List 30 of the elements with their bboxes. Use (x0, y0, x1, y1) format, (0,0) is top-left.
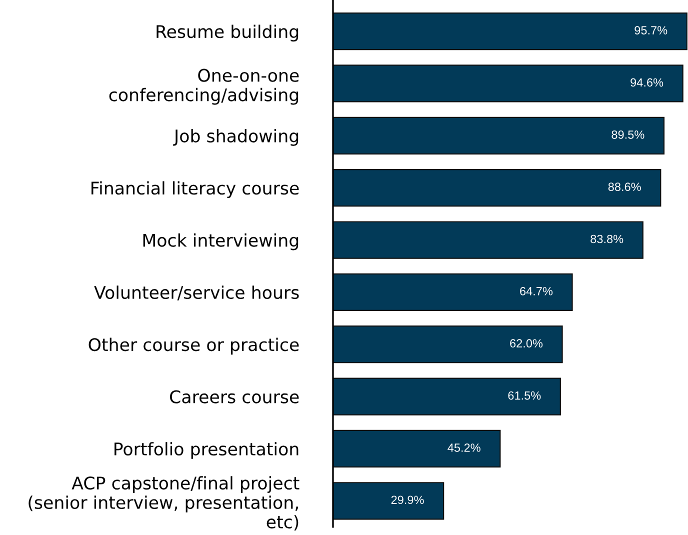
data-label: 94.6% (630, 78, 664, 87)
data-label: 64.7% (520, 286, 553, 296)
bar (332, 482, 444, 520)
bar (332, 273, 573, 311)
bar (332, 116, 665, 154)
bar (332, 326, 563, 364)
y-tick-label: Mock interviewing (143, 233, 298, 250)
bar (332, 12, 688, 50)
bar (332, 378, 561, 416)
data-label: 95.7% (634, 26, 668, 34)
data-label: 83.8% (590, 234, 624, 244)
y-tick-label: Job shadowing (173, 129, 298, 146)
bar (332, 221, 644, 259)
y-tick-label: Financial literacy course (92, 181, 299, 198)
data-label: 89.5% (612, 130, 644, 139)
y-tick-label: Resume building (156, 24, 298, 42)
y-tick-label: ACP capstone/final project (senior interview, presentation, etc) (28, 476, 300, 531)
data-label: 29.9% (391, 496, 424, 504)
data-label: 62.0% (510, 339, 543, 348)
data-label: 45.2% (448, 444, 480, 452)
y-tick-label: One-on-one conferencing/advising (109, 68, 299, 105)
y-tick-label: Other course or practice (88, 338, 299, 355)
bar (332, 64, 684, 102)
y-tick-label: Careers course (170, 390, 299, 404)
bar (332, 169, 662, 207)
y-tick-label: Volunteer/service hours (94, 286, 299, 300)
bar (332, 430, 501, 468)
data-label: 61.5% (508, 391, 541, 400)
data-label: 88.6% (608, 182, 641, 191)
y-tick-label: Portfolio presentation (114, 442, 298, 459)
